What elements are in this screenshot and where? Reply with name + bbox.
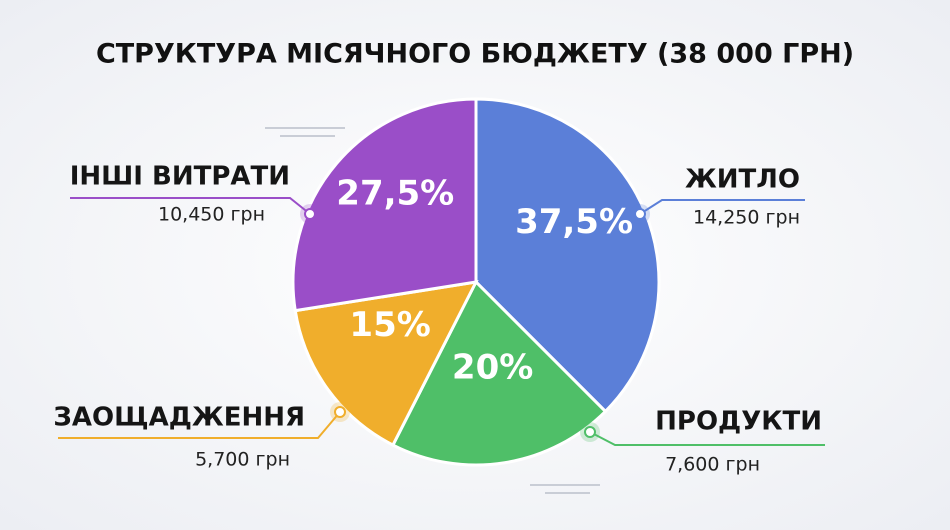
category-label: ЗАОЩАДЖЕННЯ — [53, 403, 305, 433]
leader-line — [589, 431, 825, 446]
decoration — [265, 127, 600, 494]
category-label: ЖИТЛО — [685, 165, 800, 195]
percent-label: 37,5% — [515, 202, 633, 242]
chart-title: СТРУКТУРА МІСЯЧНОГО БЮДЖЕТУ (38 000 ГРН) — [96, 39, 854, 70]
amount-label: 14,250 грн — [693, 207, 800, 229]
leader-line — [639, 199, 805, 215]
pie-slice — [291, 97, 478, 313]
amount-label: 7,600 грн — [665, 454, 760, 476]
amount-label: 5,700 грн — [195, 449, 290, 471]
leader-dot — [634, 208, 646, 220]
leader-line — [58, 411, 341, 439]
leader-dot — [584, 426, 596, 438]
amount-label: 10,450 грн — [158, 204, 265, 226]
leader-dot — [304, 208, 316, 220]
percent-label: 27,5% — [336, 174, 454, 214]
category-label: ПРОДУКТИ — [655, 407, 822, 437]
category-label: ІНШІ ВИТРАТИ — [70, 162, 290, 192]
percent-label: 15% — [349, 305, 430, 345]
leader-line — [70, 197, 311, 215]
percent-label: 20% — [452, 347, 533, 387]
pie-slice — [293, 280, 479, 448]
leader-dot — [334, 406, 346, 418]
